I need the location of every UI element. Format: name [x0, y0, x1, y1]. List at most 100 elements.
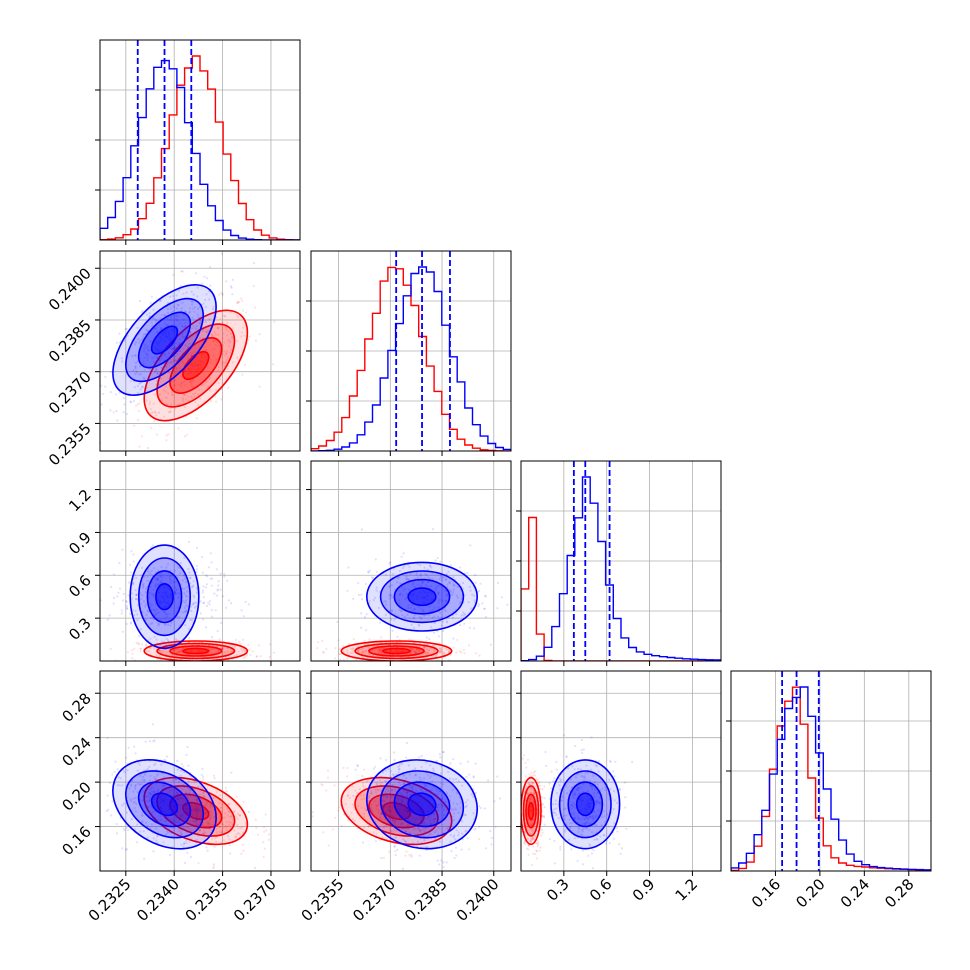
scatter-point — [195, 334, 198, 337]
scatter-point — [390, 650, 393, 653]
scatter-point — [217, 369, 220, 372]
scatter-point — [158, 359, 161, 362]
scatter-point — [148, 402, 151, 406]
scatter-point — [574, 776, 578, 779]
scatter-point — [213, 647, 216, 651]
scatter-point — [170, 831, 173, 834]
scatter-point — [152, 837, 155, 840]
scatter-point — [148, 792, 151, 795]
scatter-point — [139, 592, 142, 595]
scatter-point — [394, 820, 397, 824]
scatter-point — [151, 811, 154, 814]
scatter-point — [380, 812, 383, 815]
scatter-point — [149, 827, 152, 830]
scatter-point — [435, 759, 438, 763]
scatter-point — [404, 840, 408, 844]
scatter-point — [165, 439, 168, 442]
scatter-point — [531, 836, 535, 840]
scatter-point — [427, 576, 430, 579]
scatter-point — [428, 798, 431, 802]
scatter-point — [429, 599, 433, 602]
scatter-point — [401, 867, 404, 871]
scatter-point — [188, 841, 191, 844]
scatter-point — [110, 585, 113, 589]
scatter-point — [229, 821, 232, 824]
scatter-point — [96, 400, 98, 402]
scatter-point — [225, 358, 228, 362]
scatter-point — [586, 817, 589, 820]
scatter-point — [195, 587, 198, 590]
scatter-point — [223, 651, 226, 654]
scatter-point — [523, 830, 527, 833]
scatter-point — [418, 800, 421, 804]
scatter-point — [361, 651, 364, 654]
scatter-point — [240, 331, 244, 334]
scatter-point — [159, 371, 162, 374]
scatter-point — [184, 321, 187, 325]
scatter-point — [398, 608, 401, 611]
scatter-point — [148, 792, 152, 795]
scatter-point — [153, 410, 157, 413]
histogram-series-1 — [311, 266, 511, 451]
scatter-point — [377, 648, 380, 651]
scatter-point — [185, 808, 188, 811]
scatter-point — [375, 836, 378, 839]
scatter-point — [181, 361, 184, 364]
scatter-point — [113, 573, 116, 576]
scatter-point — [553, 862, 556, 865]
scatter-point — [164, 329, 167, 332]
scatter-point — [409, 819, 412, 823]
scatter-point — [160, 336, 163, 339]
scatter-point — [145, 328, 148, 331]
scatter-point — [166, 612, 169, 616]
scatter-point — [373, 800, 376, 803]
scatter-point — [395, 830, 398, 833]
scatter-point — [596, 791, 599, 794]
scatter-point — [155, 839, 158, 842]
scatter-point — [222, 361, 225, 364]
scatter-point — [171, 347, 174, 350]
scatter-point — [406, 791, 409, 794]
scatter-point — [424, 652, 427, 655]
scatter-point — [144, 740, 147, 743]
scatter-point — [209, 358, 212, 361]
scatter-point — [262, 826, 266, 829]
scatter-point — [412, 593, 415, 596]
scatter-point — [429, 789, 432, 792]
scatter-point — [213, 777, 216, 780]
scatter-point — [465, 775, 468, 779]
histogram-series-1 — [100, 59, 300, 240]
scatter-point — [361, 841, 364, 844]
scatter-point — [405, 805, 408, 809]
scatter-point — [444, 589, 447, 592]
scatter-point — [162, 389, 165, 392]
scatter-point — [472, 775, 475, 778]
scatter-point — [397, 765, 400, 768]
scatter-point — [183, 435, 186, 438]
scatter-point — [219, 806, 222, 809]
scatter-point — [231, 336, 234, 339]
scatter-point — [166, 323, 170, 327]
scatter-point — [195, 798, 198, 802]
scatter-point — [541, 810, 544, 813]
scatter-point — [240, 297, 243, 300]
scatter-point — [580, 833, 583, 836]
scatter-point — [396, 797, 399, 800]
scatter-point — [192, 820, 195, 823]
scatter-point — [165, 345, 168, 348]
scatter-point — [204, 320, 207, 323]
scatter-point — [367, 779, 370, 782]
scatter-point — [249, 653, 252, 656]
scatter-point — [228, 338, 231, 341]
scatter-point — [189, 332, 192, 335]
scatter-point — [371, 576, 374, 579]
scatter-point — [410, 855, 413, 858]
scatter-point — [468, 848, 471, 851]
scatter-point — [191, 303, 194, 306]
scatter-point — [377, 788, 380, 791]
scatter-point — [409, 785, 412, 789]
scatter-point — [206, 575, 209, 578]
scatter-point — [595, 831, 598, 834]
scatter-point — [188, 820, 192, 823]
scatter-point — [141, 386, 144, 389]
